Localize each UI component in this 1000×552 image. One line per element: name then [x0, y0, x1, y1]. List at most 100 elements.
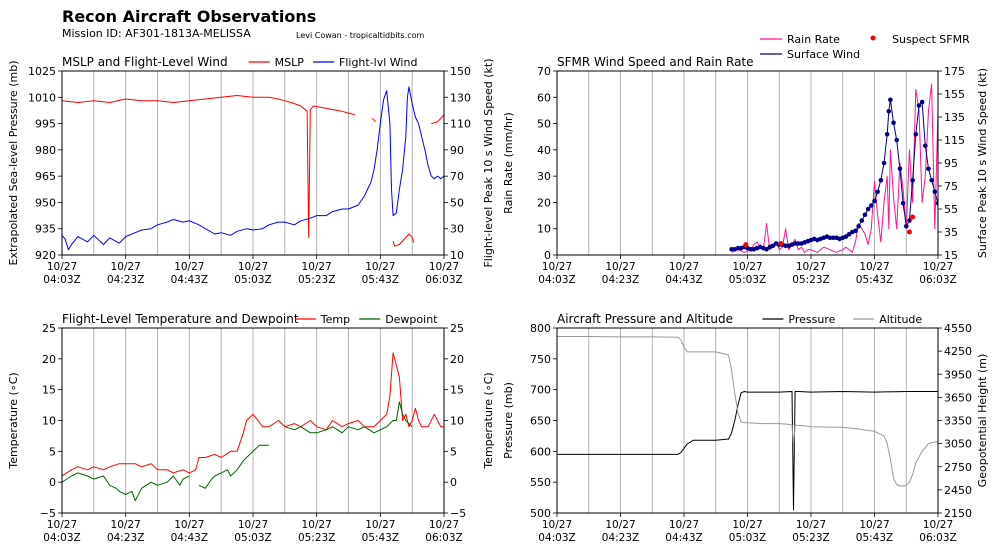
- sfmr-data: [729, 83, 938, 253]
- altitude-y2tick-label: 2150: [944, 507, 972, 520]
- surface-wind-point: [796, 241, 801, 246]
- altitude-ytick-label: 700: [530, 384, 551, 397]
- mslp-panel: 10/2704:03Z10/2704:23Z10/2704:43Z10/2705…: [7, 55, 495, 286]
- surface-wind-point: [872, 198, 877, 204]
- surface-wind-point: [853, 228, 858, 234]
- surface-wind-point: [770, 243, 776, 249]
- surface-wind-point: [865, 206, 871, 212]
- temp-xtick-date: 10/27: [365, 519, 395, 531]
- mslp-y2label: Flight-level Peak 10 s Wind Speed (kt): [482, 58, 495, 267]
- surface-wind-point: [846, 232, 852, 237]
- sfmr-y2tick-label: 55: [944, 203, 958, 216]
- altitude-xtick-date: 10/27: [732, 519, 762, 531]
- altitude-xtick-date: 10/27: [796, 519, 826, 531]
- temp-ytick-label: 5: [49, 445, 56, 458]
- sfmr-xtick-time: 05:43Z: [856, 274, 893, 286]
- sfmr-ytick-label: 0: [544, 249, 551, 262]
- sfmr-xtick-time: 05:23Z: [792, 274, 829, 286]
- temp-y2tick-label: −5: [450, 507, 466, 520]
- temp-xtick-time: 04:03Z: [43, 532, 80, 544]
- mslp-y2tick-label: 10: [450, 249, 464, 262]
- mslp-line: [62, 95, 356, 238]
- mslp-line: [372, 117, 376, 123]
- altitude-ytick-label: 550: [530, 476, 551, 489]
- altitude-xtick-time: 05:43Z: [856, 532, 893, 544]
- mslp-ytick-label: 950: [35, 196, 56, 209]
- mslp-ytick-label: 995: [35, 118, 56, 131]
- surface-wind-point: [764, 246, 769, 252]
- sfmr-y2tick-label: 95: [944, 157, 958, 170]
- sfmr-ytick-label: 60: [537, 91, 551, 104]
- mslp-legend-label: Flight-lvl Wind: [339, 56, 417, 69]
- sfmr-ytick-label: 30: [537, 170, 551, 183]
- mslp-xtick-date: 10/27: [111, 261, 141, 273]
- altitude-ytick-label: 500: [530, 507, 551, 520]
- temp-legend-label: Temp: [320, 313, 350, 326]
- mslp-data: [62, 86, 444, 251]
- legend-rain-label: Rain Rate: [787, 33, 840, 46]
- surface-wind-point: [900, 200, 906, 206]
- surface-wind-point: [897, 166, 903, 172]
- temp-ylabel: Temperature (∘C): [7, 372, 20, 469]
- altitude-xtick-time: 04:23Z: [602, 532, 639, 544]
- surface-wind-point: [891, 120, 896, 126]
- mslp-y2tick-label: 50: [450, 196, 464, 209]
- surface-wind-point: [830, 235, 836, 241]
- temp-ytick-label: 20: [42, 353, 56, 366]
- altitude-ytick-label: 800: [530, 322, 551, 335]
- mslp-xtick-date: 10/27: [47, 261, 77, 273]
- mission-id: Mission ID: AF301-1813A-MELISSA: [62, 27, 251, 40]
- surface-wind-point: [878, 177, 884, 183]
- temp-xtick-date: 10/27: [302, 519, 332, 531]
- sfmr-xtick-time: 04:23Z: [602, 274, 639, 286]
- mslp-ytick-label: 935: [35, 223, 56, 236]
- surface-wind-point: [894, 137, 900, 143]
- altitude-xtick-date: 10/27: [605, 519, 635, 531]
- temp-xtick-time: 05:43Z: [362, 532, 399, 544]
- surface-wind-point: [856, 223, 861, 229]
- mslp-ytick-label: 920: [35, 249, 56, 262]
- altitude-y2tick-label: 3950: [944, 368, 972, 381]
- temp-ytick-label: 10: [42, 415, 56, 428]
- temp-xtick-date: 10/27: [47, 519, 77, 531]
- altitude-xtick-time: 06:03Z: [919, 532, 956, 544]
- temp-y2tick-label: 5: [450, 445, 457, 458]
- altitude-y2tick-label: 2750: [944, 461, 972, 474]
- mslp-ylabel: Extrapolated Sea-level Pressure (mb): [7, 61, 20, 266]
- temp-xtick-date: 10/27: [111, 519, 141, 531]
- mslp-y2tick-label: 70: [450, 170, 464, 183]
- dewpoint-line: [198, 444, 269, 489]
- surface-wind-point: [919, 99, 925, 105]
- temp-panel: 10/2704:03Z10/2704:23Z10/2704:43Z10/2705…: [7, 312, 495, 544]
- suspect-sfmr-point: [743, 242, 749, 248]
- sfmr-xtick-date: 10/27: [542, 261, 572, 273]
- temp-xtick-time: 05:03Z: [234, 532, 271, 544]
- sfmr-xtick-time: 06:03Z: [919, 274, 956, 286]
- mslp-xtick-time: 04:43Z: [171, 274, 208, 286]
- figure-title: Recon Aircraft Observations: [62, 7, 316, 26]
- surface-wind-point: [827, 235, 833, 241]
- altitude-xtick-date: 10/27: [859, 519, 889, 531]
- mslp-title: MSLP and Flight-Level Wind: [62, 55, 228, 69]
- sfmr-ytick-label: 40: [537, 144, 551, 157]
- sfmr-ytick-label: 50: [537, 118, 551, 131]
- sfmr-xtick-date: 10/27: [859, 261, 889, 273]
- mslp-line: [392, 233, 415, 247]
- credit-text: Levi Cowan - tropicaltidbits.com: [296, 31, 425, 40]
- surface-wind-point: [735, 245, 741, 251]
- altitude-ytick-label: 650: [530, 415, 551, 428]
- altitude-data: [557, 336, 938, 511]
- dewpoint-line: [62, 472, 190, 502]
- sfmr-xtick-date: 10/27: [796, 261, 826, 273]
- temp-ytick-label: 15: [42, 384, 56, 397]
- mslp-xtick-date: 10/27: [174, 261, 204, 273]
- temp-xtick-time: 04:23Z: [107, 532, 144, 544]
- temp-frame: [61, 327, 445, 514]
- surface-wind-point: [935, 200, 938, 206]
- altitude-y2label: Geopotential Height (m): [976, 354, 989, 488]
- mslp-xtick-date: 10/27: [365, 261, 395, 273]
- altitude-legend-label: Altitude: [879, 313, 922, 326]
- dewpoint-line: [284, 401, 413, 434]
- sfmr-ylabel: Rain Rate (mm/hr): [502, 112, 515, 214]
